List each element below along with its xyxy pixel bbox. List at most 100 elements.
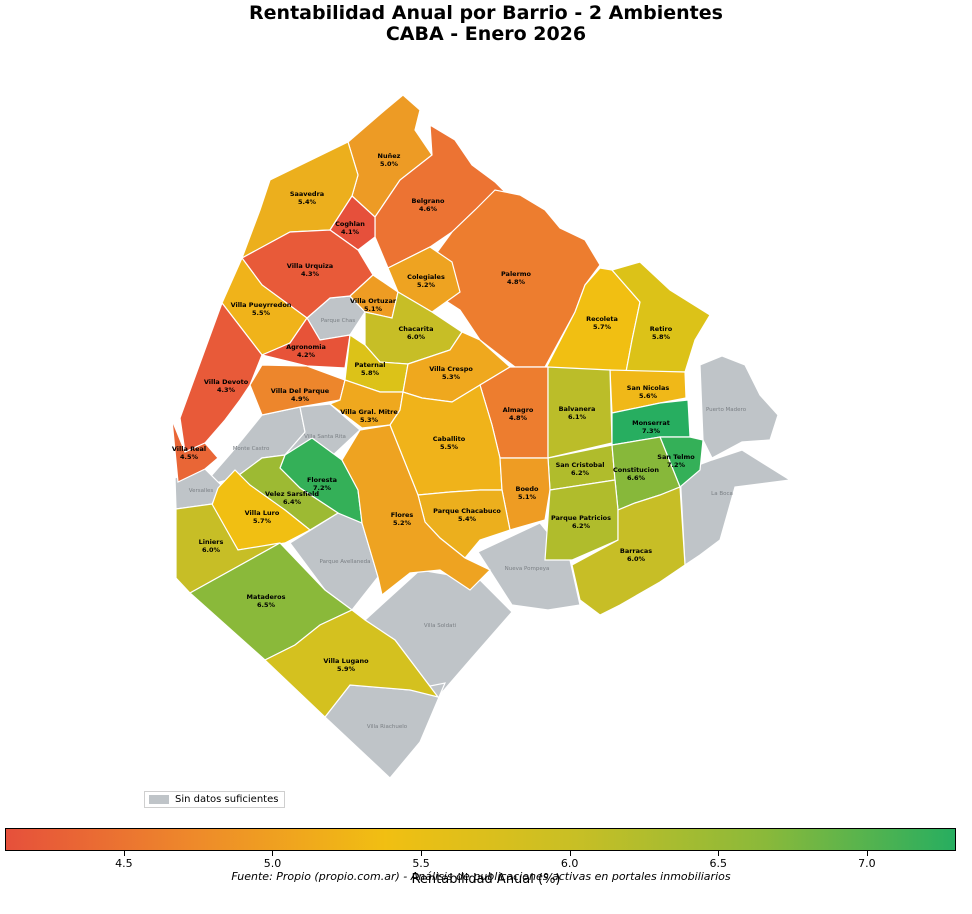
colorbar-tick-label: 6.5 bbox=[709, 857, 728, 870]
barrio-value-label: 6.0% bbox=[627, 555, 646, 563]
sin-datos-label: Villa Riachuelo bbox=[367, 724, 408, 730]
barrio-name-label: Parque Chacabuco bbox=[433, 507, 501, 515]
barrio-name-label: Recoleta bbox=[586, 315, 618, 323]
sin-datos-label: La Boca bbox=[711, 491, 733, 497]
sin-datos-label: Monte Castro bbox=[233, 446, 270, 452]
barrio-value-label: 5.0% bbox=[380, 160, 399, 168]
map-title-line1: Rentabilidad Anual por Barrio - 2 Ambien… bbox=[249, 2, 723, 24]
barrio-value-label: 5.4% bbox=[298, 198, 317, 206]
sin-datos-label: Villa Santa Rita bbox=[304, 434, 346, 440]
colorbar-tick bbox=[421, 851, 423, 856]
colorbar-label: Rentabilidad Anual (%) bbox=[411, 872, 561, 887]
barrio-value-label: 6.4% bbox=[283, 498, 302, 506]
barrio-name-label: Palermo bbox=[501, 270, 532, 278]
barrio-value-label: 4.8% bbox=[509, 414, 528, 422]
barrio-value-label: 5.7% bbox=[593, 323, 612, 331]
region-puerto-madero bbox=[699, 355, 779, 459]
barrio-value-label: 5.3% bbox=[360, 416, 379, 424]
barrio-value-label: 7.3% bbox=[642, 427, 661, 435]
barrio-name-label: Velez Sarsfield bbox=[265, 490, 319, 498]
sin-datos-label: Parque Avellaneda bbox=[320, 559, 371, 565]
sin-datos-label: Nueva Pompeya bbox=[505, 566, 550, 572]
colorbar-tick-label: 5.5 bbox=[412, 857, 430, 870]
colorbar-tick-label: 5.0 bbox=[263, 857, 282, 870]
barrio-value-label: 4.9% bbox=[291, 395, 310, 403]
region-villa-riachuelo bbox=[324, 682, 446, 779]
region-retiro bbox=[610, 261, 711, 373]
region-la-boca bbox=[679, 449, 792, 567]
barrio-value-label: 5.1% bbox=[364, 305, 383, 313]
barrio-name-label: Floresta bbox=[307, 476, 337, 484]
barrio-name-label: Villa Pueyrredon bbox=[231, 301, 292, 309]
barrio-name-label: Colegiales bbox=[407, 273, 445, 281]
barrio-name-label: Monserrat bbox=[632, 419, 670, 427]
sin-datos-label: Puerto Madero bbox=[706, 407, 747, 413]
barrio-name-label: San Telmo bbox=[657, 453, 695, 461]
barrio-value-label: 4.2% bbox=[297, 351, 316, 359]
barrio-name-label: Barracas bbox=[620, 547, 652, 555]
barrio-value-label: 6.0% bbox=[407, 333, 426, 341]
colorbar-tick bbox=[718, 851, 720, 856]
barrio-name-label: Villa Lugano bbox=[323, 657, 369, 665]
colorbar bbox=[5, 828, 956, 851]
barrio-name-label: Villa Del Parque bbox=[271, 387, 330, 395]
colorbar-tick bbox=[272, 851, 274, 856]
barrio-name-label: San Cristobal bbox=[556, 461, 605, 469]
barrio-value-label: 5.9% bbox=[337, 665, 356, 673]
barrio-name-label: Chacarita bbox=[399, 325, 434, 333]
barrio-value-label: 6.2% bbox=[572, 522, 591, 530]
barrio-name-label: Constitucion bbox=[613, 466, 659, 474]
region-san-nicolas bbox=[609, 369, 687, 414]
barrio-value-label: 5.3% bbox=[442, 373, 461, 381]
barrio-name-label: Villa Gral. Mitre bbox=[340, 408, 398, 416]
barrio-value-label: 4.6% bbox=[419, 205, 438, 213]
colorbar-tick bbox=[123, 851, 125, 856]
barrio-value-label: 4.5% bbox=[180, 453, 199, 461]
barrio-value-label: 7.2% bbox=[667, 461, 686, 469]
barrio-value-label: 7.2% bbox=[313, 484, 332, 492]
barrio-name-label: Agronomia bbox=[286, 343, 326, 351]
region-barracas bbox=[571, 486, 686, 616]
barrio-name-label: Paternal bbox=[355, 361, 386, 369]
barrio-name-label: Retiro bbox=[650, 325, 673, 333]
barrio-value-label: 4.3% bbox=[301, 270, 320, 278]
barrio-name-label: Parque Patricios bbox=[551, 514, 611, 522]
barrio-name-label: Flores bbox=[391, 511, 414, 519]
barrio-name-label: Caballito bbox=[433, 435, 466, 443]
colorbar-tick-label: 7.0 bbox=[858, 857, 876, 870]
barrio-value-label: 4.8% bbox=[507, 278, 526, 286]
barrio-name-label: Villa Crespo bbox=[429, 365, 473, 373]
barrio-name-label: Villa Devoto bbox=[204, 378, 249, 386]
barrio-value-label: 6.5% bbox=[257, 601, 276, 609]
region-flores bbox=[341, 424, 492, 597]
region-agronomia bbox=[260, 316, 351, 369]
barrio-name-label: Liniers bbox=[199, 538, 224, 546]
source-note: Fuente: Propio (propio.com.ar) - Análisi… bbox=[231, 870, 731, 883]
barrio-name-label: Villa Luro bbox=[245, 509, 280, 517]
barrio-value-label: 6.0% bbox=[202, 546, 221, 554]
barrio-name-label: Balvanera bbox=[559, 405, 596, 413]
map-title-line2: CABA - Enero 2026 bbox=[385, 23, 587, 45]
barrio-name-label: Coghlan bbox=[335, 220, 365, 228]
barrio-name-label: San Nicolas bbox=[627, 384, 670, 392]
colorbar-tick-label: 6.0 bbox=[560, 857, 579, 870]
barrio-name-label: Saavedra bbox=[290, 190, 324, 198]
barrio-value-label: 5.2% bbox=[417, 281, 436, 289]
barrio-name-label: Villa Real bbox=[172, 445, 206, 453]
barrio-name-label: Belgrano bbox=[412, 197, 445, 205]
barrio-value-label: 6.2% bbox=[571, 469, 590, 477]
barrio-name-label: Nuñez bbox=[378, 152, 401, 160]
map-legend: Sin datos suficientes bbox=[144, 791, 286, 808]
barrio-value-label: 5.4% bbox=[458, 515, 477, 523]
sin-datos-label: Versalles bbox=[189, 488, 214, 494]
barrio-name-label: Villa Urquiza bbox=[287, 262, 333, 270]
sin-datos-label: Villa Soldati bbox=[424, 623, 457, 629]
barrio-value-label: 5.5% bbox=[440, 443, 459, 451]
colorbar-tick bbox=[569, 851, 571, 856]
barrio-value-label: 6.6% bbox=[627, 474, 646, 482]
barrio-value-label: 4.3% bbox=[217, 386, 236, 394]
barrio-value-label: 5.1% bbox=[518, 493, 537, 501]
barrio-value-label: 5.6% bbox=[639, 392, 658, 400]
colorbar-tick-label: 4.5 bbox=[115, 857, 133, 870]
